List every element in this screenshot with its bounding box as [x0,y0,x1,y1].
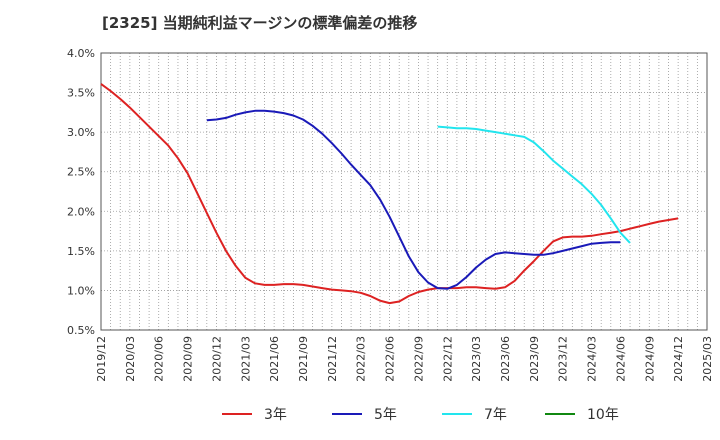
x-tick-label: 2021/03 [239,336,252,382]
x-tick-label: 2023/12 [557,336,570,382]
series-line [437,125,631,244]
x-tick-label: 2019/12 [95,336,108,382]
series-line [100,83,679,305]
x-tick-label: 2021/12 [326,336,339,382]
x-tick-label: 2020/12 [210,336,223,382]
x-tick-label: 2022/03 [355,336,368,382]
y-tick-label: 0.5% [67,324,95,337]
x-tick-label: 2020/09 [182,336,195,382]
x-tick-label: 2024/06 [614,336,627,382]
chart-title: [2325] 当期純利益マージンの標準偏差の推移 [102,14,418,32]
x-tick-label: 2022/06 [384,336,397,382]
legend-label: 10年 [587,407,619,423]
x-tick-label: 2023/06 [499,336,512,382]
legend-label: 7年 [484,407,507,423]
x-tick-label: 2023/09 [528,336,541,382]
legend-label: 5年 [374,407,397,423]
plot-frame [100,52,708,331]
y-tick-label: 4.0% [67,47,95,60]
y-tick-label: 1.0% [67,284,95,297]
y-tick-label: 3.0% [67,126,95,139]
x-tick-label: 2025/03 [701,336,714,382]
x-tick-label: 2024/09 [643,336,656,382]
x-tick-label: 2022/09 [412,336,425,382]
y-tick-label: 2.5% [67,166,95,179]
x-tick-label: 2021/06 [268,336,281,382]
y-tick-label: 3.5% [67,87,95,100]
series-line [206,109,621,290]
y-tick-label: 2.0% [67,205,95,218]
x-tick-label: 2024/12 [672,336,685,382]
x-tick-label: 2024/03 [586,336,599,382]
x-tick-label: 2023/03 [470,336,483,382]
y-tick-label: 1.5% [67,245,95,258]
x-tick-label: 2020/03 [124,336,137,382]
x-tick-label: 2021/09 [297,336,310,382]
x-tick-label: 2022/12 [441,336,454,382]
legend-label: 3年 [264,407,287,423]
x-tick-label: 2020/06 [153,336,166,382]
